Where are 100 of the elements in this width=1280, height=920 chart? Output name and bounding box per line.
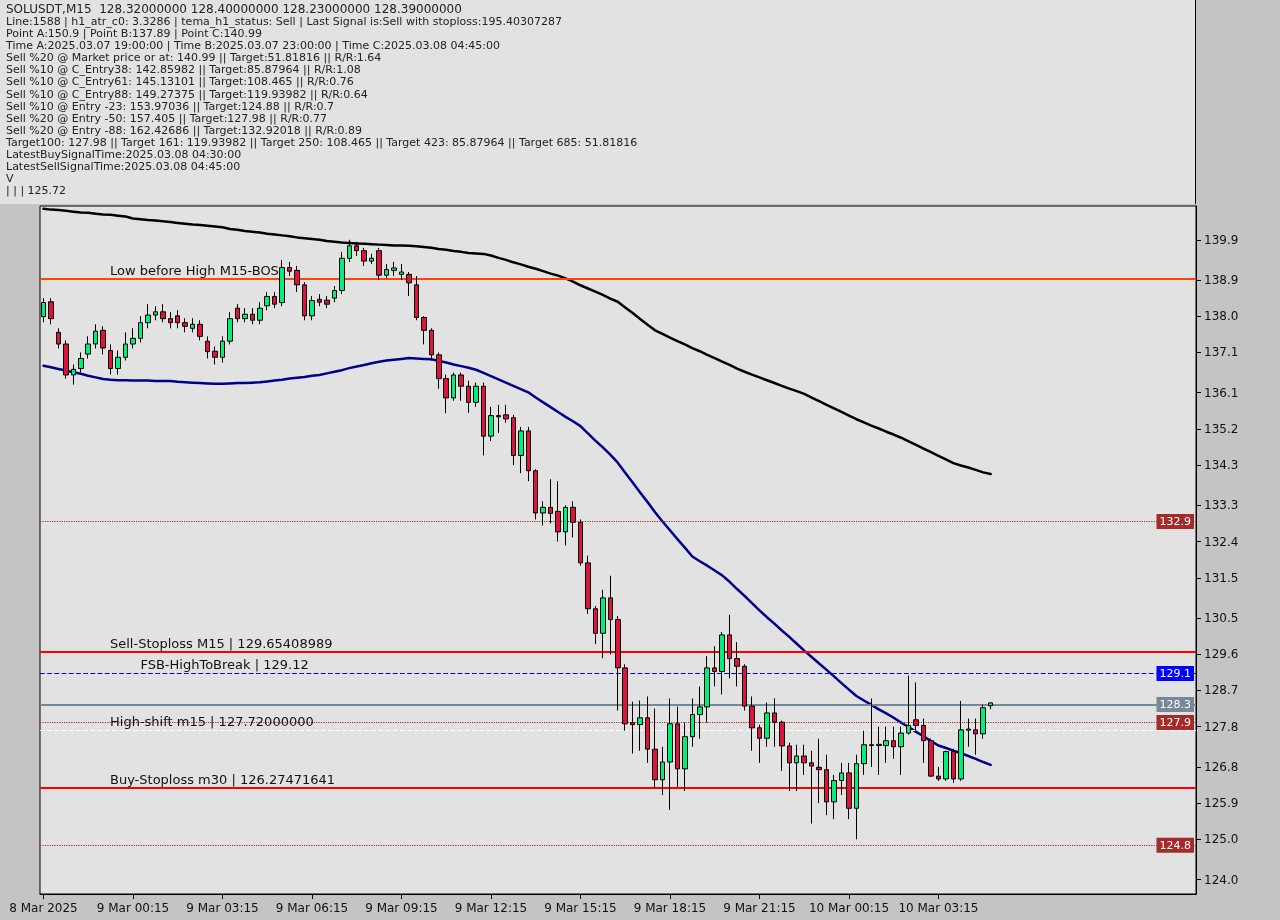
candlestick (809, 750, 814, 825)
candlestick (242, 307, 248, 323)
candlestick (675, 706, 680, 788)
candlestick (108, 343, 113, 376)
candlestick (727, 614, 732, 679)
candlestick (794, 744, 799, 792)
candlestick (138, 315, 143, 343)
text: | | | 125.72 (6, 184, 68, 198)
candlestick (608, 575, 613, 655)
candlestick (332, 285, 337, 303)
candlestick (801, 744, 807, 776)
candlestick (667, 697, 673, 811)
candlestick (182, 317, 188, 333)
x-tick-label: 9 Mar 21:15 (723, 901, 796, 915)
candlestick (839, 762, 844, 796)
y-tick-label: 133.3 (1204, 498, 1239, 513)
candlestick (145, 303, 151, 329)
candlestick (100, 325, 106, 355)
y-tick-label: 124.0 (1204, 872, 1239, 887)
text: Sell %10 @ Entry -23: 153.97036 || Target:124.88 || R/R:0.7 (6, 99, 336, 113)
y-tick-label: 139.9 (1204, 232, 1239, 247)
candlestick (690, 697, 695, 748)
candlestick (317, 293, 322, 307)
candlestick (376, 247, 382, 281)
candlestick (458, 372, 464, 402)
candlestick (630, 701, 635, 755)
candlestick (913, 681, 919, 732)
ref-line-label: 124.8 (1159, 838, 1191, 852)
candlestick (205, 335, 210, 359)
text: Point A:150.9 | Point B:137.89 | Point C:140.99 (6, 27, 262, 41)
candlestick (600, 589, 606, 659)
x-tick-label: 9 Mar 15:15 (544, 901, 617, 915)
candlestick (294, 265, 300, 293)
y-tick-label: 126.8 (1204, 759, 1239, 774)
ref-line-label: Low before High M15-BOS (110, 262, 279, 278)
candlestick (742, 663, 747, 712)
candlestick (168, 311, 173, 329)
text: Line:1588 | h1_atr_c0: 3.3286 | tema_h1_status: Sell | Last Signal is:Sell with stoploss:195.40307287 (6, 15, 563, 28)
candlestick (719, 631, 725, 695)
candlestick (846, 762, 852, 820)
chart-title: SOLUSDT,M15 128.32000000 128.40000000 128.23000000 128.39000000 (6, 2, 463, 16)
text: V (6, 172, 15, 186)
candlestick (272, 291, 277, 309)
x-tick-label: 9 Mar 06:15 (275, 901, 349, 915)
candlestick (645, 695, 650, 764)
candlestick (361, 247, 367, 267)
candlestick (518, 426, 524, 474)
candlestick (831, 774, 837, 820)
candlestick (533, 468, 538, 520)
candlestick (212, 345, 218, 366)
candlestick (78, 351, 84, 374)
candlestick (593, 605, 598, 645)
candlestick (951, 748, 956, 784)
ref-line-label: 132.9 (1159, 514, 1191, 528)
x-tick-label: 8 Mar 2025 (9, 901, 78, 915)
candlestick (787, 742, 792, 792)
x-tick-label: 10 Mar 03:15 (898, 901, 979, 915)
text: Target100: 127.98 || Target 161: 119.93982 || Target 250: 108.465 || Target 423: 85.87964 || Target 685: 51.81816 (6, 135, 639, 149)
ref-line-label: 127.9 (1159, 716, 1191, 730)
candlestick (966, 718, 971, 748)
candlestick (921, 718, 926, 764)
candlestick (958, 700, 964, 782)
candlestick (406, 271, 412, 297)
ref-line-label: Buy-Stoploss m30 | 126.27471641 (110, 772, 336, 788)
y-tick-label: 136.1 (1204, 385, 1239, 400)
candlestick (421, 315, 427, 345)
text: Time A:2025.03.07 19:00:00 | Time B:2025.03.07 23:00:00 | Time C:2025.03.08 04:45:00 (6, 39, 501, 53)
candlestick (511, 414, 516, 466)
candlestick (824, 754, 829, 816)
y-tick-label: 125.0 (1204, 832, 1239, 847)
candlestick (973, 718, 978, 756)
candlestick (712, 645, 717, 687)
candlestick (257, 301, 263, 325)
y-tick-label: 135.2 (1204, 421, 1239, 436)
candlestick (488, 406, 494, 442)
candlestick (153, 305, 158, 321)
candlestick (481, 382, 486, 456)
text: Sell %20 @ Entry -88: 162.42686 || Target:132.92018 || R/R:0.89 (6, 123, 364, 137)
candlestick (772, 697, 777, 748)
y-tick-label: 134.3 (1204, 458, 1239, 473)
x-tick-label: 9 Mar 18:15 (633, 901, 707, 915)
candlestick (540, 500, 546, 526)
candlestick (563, 504, 568, 547)
candlestick (816, 738, 822, 804)
x-tick-label: 9 Mar 09:15 (365, 901, 438, 915)
candlestick (279, 259, 285, 307)
candlestick (429, 327, 434, 361)
y-tick-label: 127.8 (1204, 719, 1239, 734)
candlestick (764, 701, 770, 748)
candlestick (980, 704, 986, 740)
candlestick (682, 722, 688, 792)
candlestick (898, 726, 904, 776)
y-tick-label: 137.1 (1204, 345, 1239, 360)
candlestick (324, 295, 330, 309)
y-tick-label: 128.7 (1204, 683, 1239, 698)
y-tick-label: 130.5 (1204, 611, 1239, 625)
candlestick (56, 327, 61, 349)
candlestick (130, 327, 136, 349)
candlestick (749, 695, 755, 752)
candlestick (652, 708, 658, 788)
